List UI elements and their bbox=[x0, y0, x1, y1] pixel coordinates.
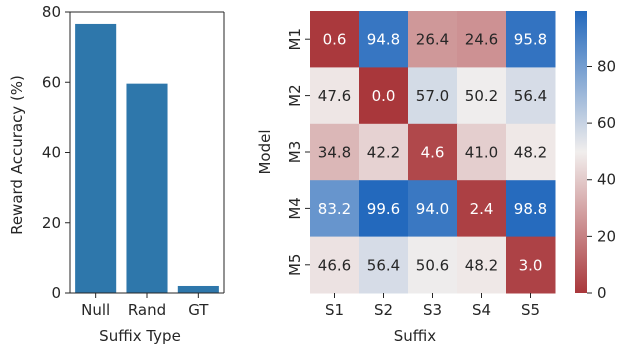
heatmap-y-tick-label: M4 bbox=[286, 197, 304, 220]
heatmap-cell-m5-s2 bbox=[359, 236, 409, 294]
heatmap-cell-label: 98.8 bbox=[514, 200, 547, 218]
bar-y-tick-label: 60 bbox=[42, 73, 61, 91]
bar-x-tick-label: Null bbox=[81, 301, 110, 319]
heatmap-x-ticks: S1 S2 S3 S4 S5 bbox=[325, 293, 540, 319]
heatmap-cell-m2-s5 bbox=[506, 67, 556, 125]
bar-y-tick-label: 80 bbox=[42, 3, 61, 21]
bar-x-tick-label: GT bbox=[188, 301, 209, 319]
heatmap-y-tick-label: M5 bbox=[286, 254, 304, 277]
heatmap-cell-m4-s2 bbox=[359, 180, 409, 238]
bar-rand bbox=[126, 83, 168, 293]
heatmap-x-axis-label: Suffix bbox=[394, 327, 437, 345]
heatmap-cell-label: 47.6 bbox=[318, 87, 351, 105]
heatmap-cell-label: 41.0 bbox=[465, 144, 498, 162]
colorbar-tick-label: 40 bbox=[597, 171, 616, 189]
heatmap-cell-label: 26.4 bbox=[416, 31, 449, 49]
heatmap-y-tick-label: M1 bbox=[286, 28, 304, 51]
heatmap: 0.6 94.8 26.4 24.6 95.8 47.6 0.0 57.0 50.2 56.4 34… bbox=[256, 11, 556, 345]
heatmap-cell-m3-s5 bbox=[506, 123, 556, 181]
bar-y-ticks: 0 20 40 60 80 bbox=[42, 3, 70, 302]
heatmap-cell-m3-s3 bbox=[408, 123, 458, 181]
heatmap-cell-m1-s3 bbox=[408, 11, 458, 68]
heatmap-cell-m2-s4 bbox=[457, 67, 507, 125]
colorbar-gradient bbox=[575, 11, 587, 293]
bar-y-tick-label: 40 bbox=[42, 144, 61, 162]
colorbar-tick-label: 60 bbox=[597, 114, 616, 132]
heatmap-cell-m2-s2 bbox=[359, 67, 409, 125]
heatmap-cell-m5-s3 bbox=[408, 236, 458, 294]
heatmap-cell-label: 56.4 bbox=[367, 256, 400, 274]
heatmap-cell-label: 50.6 bbox=[416, 256, 449, 274]
heatmap-cell-label: 48.2 bbox=[465, 256, 498, 274]
heatmap-y-ticks: M1 M2 M3 M4 M5 bbox=[286, 28, 310, 276]
heatmap-cell-m4-s4 bbox=[457, 180, 507, 238]
heatmap-x-tick-label: S3 bbox=[423, 301, 442, 319]
heatmap-cell-label: 24.6 bbox=[465, 31, 498, 49]
heatmap-cell-label: 57.0 bbox=[416, 87, 449, 105]
heatmap-cell-label: 4.6 bbox=[421, 144, 445, 162]
heatmap-cell-m3-s2 bbox=[359, 123, 409, 181]
heatmap-cell-m3-s1 bbox=[310, 123, 360, 181]
heatmap-cell-m5-s5 bbox=[506, 236, 556, 294]
heatmap-cell-label: 2.4 bbox=[470, 200, 494, 218]
heatmap-cell-m2-s1 bbox=[310, 67, 360, 125]
heatmap-cell-label: 94.8 bbox=[367, 31, 400, 49]
colorbar-tick-label: 20 bbox=[597, 227, 616, 245]
colorbar-tick-label: 80 bbox=[597, 57, 616, 75]
heatmap-cells bbox=[310, 11, 556, 294]
colorbar-ticks: 0 20 40 60 80 bbox=[587, 57, 616, 302]
bar-x-ticks: Null Rand GT bbox=[81, 293, 209, 319]
heatmap-cell-label: 94.0 bbox=[416, 200, 449, 218]
heatmap-cell-m1-s1 bbox=[310, 11, 360, 68]
colorbar-tick-label: 0 bbox=[597, 284, 607, 302]
bar-marks bbox=[75, 23, 219, 293]
heatmap-cell-label: 48.2 bbox=[514, 144, 547, 162]
heatmap-cell-m4-s1 bbox=[310, 180, 360, 238]
heatmap-cell-label: 42.2 bbox=[367, 144, 400, 162]
heatmap-cell-label: 99.6 bbox=[367, 200, 400, 218]
heatmap-cell-m4-s3 bbox=[408, 180, 458, 238]
heatmap-x-tick-label: S5 bbox=[521, 301, 540, 319]
heatmap-cell-m5-s1 bbox=[310, 236, 360, 294]
bar-y-tick-label: 0 bbox=[51, 284, 61, 302]
bar-y-tick-label: 20 bbox=[42, 214, 61, 232]
heatmap-cell-m2-s3 bbox=[408, 67, 458, 125]
heatmap-x-tick-label: S4 bbox=[472, 301, 491, 319]
heatmap-cell-label: 0.0 bbox=[372, 87, 396, 105]
bar-null bbox=[75, 23, 117, 293]
heatmap-cell-m4-s5 bbox=[506, 180, 556, 238]
heatmap-cell-label: 83.2 bbox=[318, 200, 351, 218]
bar-y-axis-label: Reward Accuracy (%) bbox=[8, 75, 26, 235]
heatmap-y-tick-label: M2 bbox=[286, 84, 304, 107]
heatmap-y-axis-label: Model bbox=[256, 129, 274, 174]
heatmap-cell-label: 34.8 bbox=[318, 144, 351, 162]
heatmap-cell-label: 46.6 bbox=[318, 256, 351, 274]
heatmap-cell-labels: 0.6 94.8 26.4 24.6 95.8 47.6 0.0 57.0 50.2 56.4 34… bbox=[318, 31, 547, 275]
bar-chart: 0 20 40 60 80 Null Rand GT Suffix Type Reward … bbox=[8, 3, 225, 345]
heatmap-cell-label: 50.2 bbox=[465, 87, 498, 105]
heatmap-cell-m1-s2 bbox=[359, 11, 409, 68]
heatmap-x-tick-label: S2 bbox=[374, 301, 393, 319]
heatmap-cell-m3-s4 bbox=[457, 123, 507, 181]
heatmap-cell-label: 3.0 bbox=[519, 256, 543, 274]
heatmap-cell-m5-s4 bbox=[457, 236, 507, 294]
heatmap-cell-label: 56.4 bbox=[514, 87, 547, 105]
heatmap-cell-label: 0.6 bbox=[323, 31, 347, 49]
bar-x-tick-label: Rand bbox=[128, 301, 166, 319]
bar-gt bbox=[177, 285, 219, 293]
heatmap-x-tick-label: S1 bbox=[325, 301, 344, 319]
bar-x-axis-label: Suffix Type bbox=[99, 327, 181, 345]
heatmap-y-tick-label: M3 bbox=[286, 141, 304, 164]
heatmap-cell-m1-s4 bbox=[457, 11, 507, 68]
heatmap-cell-label: 95.8 bbox=[514, 31, 547, 49]
heatmap-cell-m1-s5 bbox=[506, 11, 556, 68]
colorbar: 0 20 40 60 80 bbox=[575, 11, 616, 302]
